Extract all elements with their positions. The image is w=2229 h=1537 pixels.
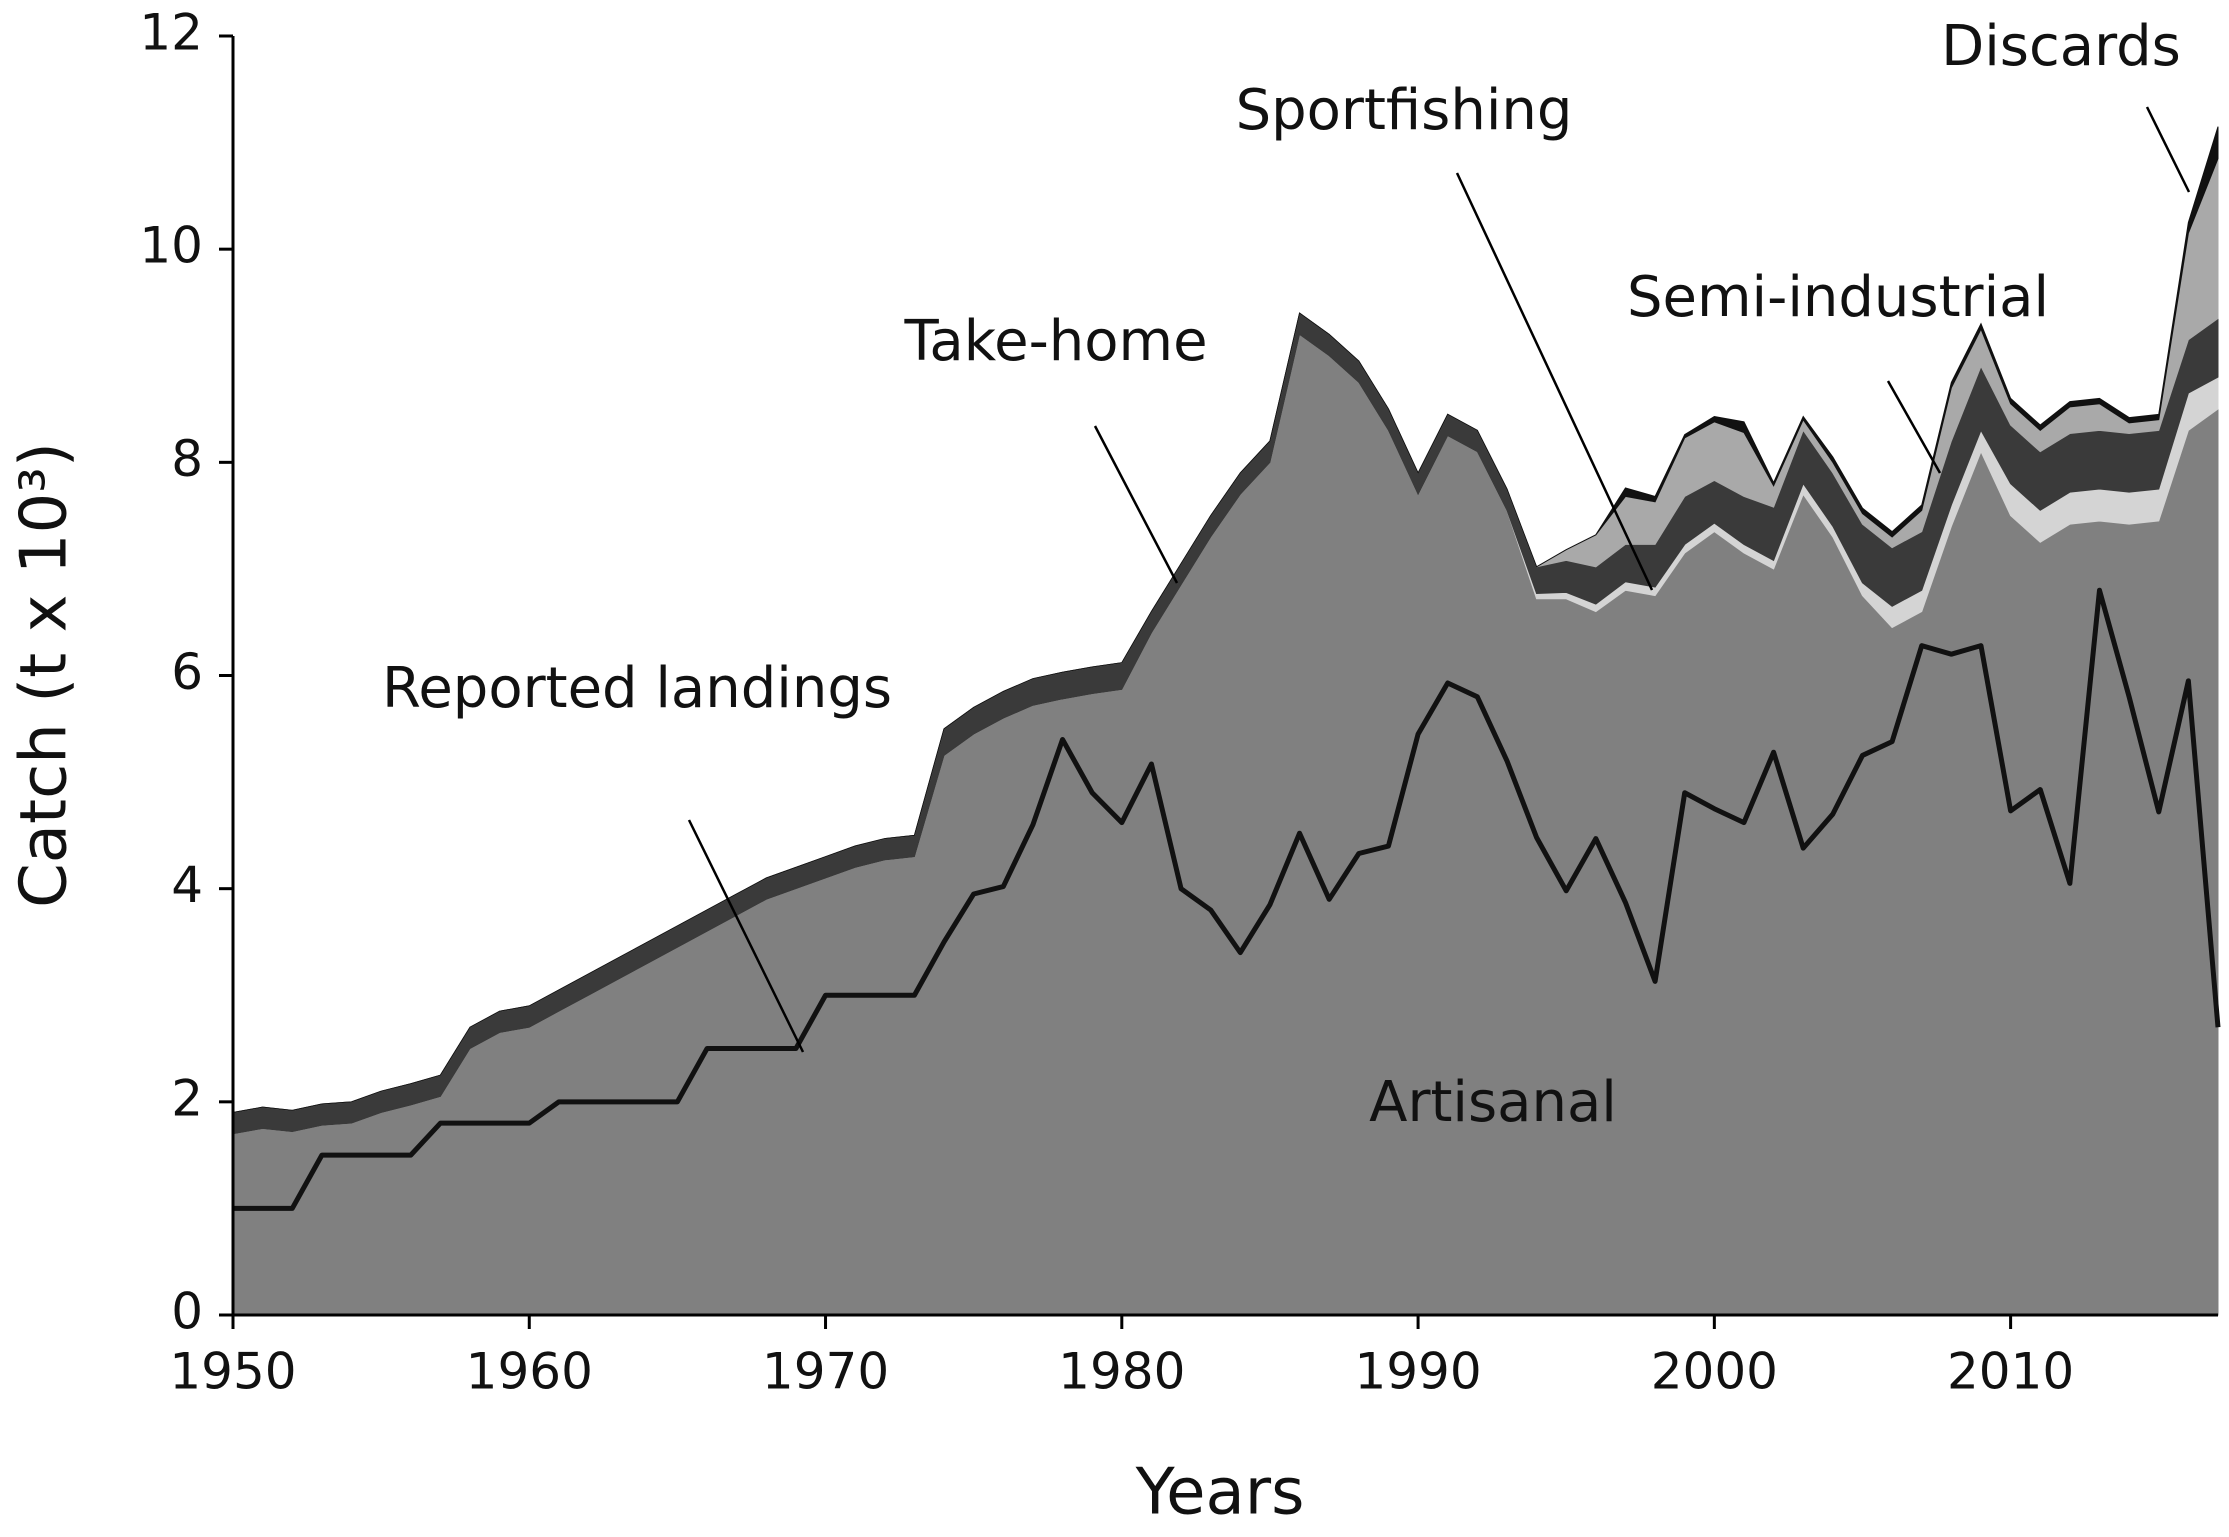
leader-line [687,819,805,1053]
series-label: Sportfishing [1236,78,1573,143]
series-label: Reported landings [382,656,892,721]
y-axis-title: Catch (t x 10³) [8,442,82,908]
y-tick-label: 2 [171,1069,203,1127]
series-label: Artisanal [1369,1070,1617,1135]
y-tick-label: 6 [171,643,203,701]
x-tick-label: 2000 [1651,1343,1778,1401]
x-axis-title: Years [1135,1456,1305,1530]
series-label: Take-home [903,309,1207,374]
x-tick-label: 1960 [466,1343,593,1401]
x-tick-label: 1980 [1058,1343,1185,1401]
x-tick-label: 1990 [1354,1343,1481,1401]
leader-line [2145,106,2191,193]
y-tick-label: 10 [139,217,203,275]
y-tick-label: 8 [171,430,203,488]
leader-line [1093,425,1179,584]
area [232,126,2219,1113]
leader-line [1455,172,1654,591]
y-tick-label: 12 [139,4,203,62]
x-tick-label: 1970 [762,1343,889,1401]
area [232,333,2219,1316]
y-tick-label: 0 [171,1283,203,1341]
series-label: Discards [1941,14,2181,79]
series-label: Semi-industrial [1627,265,2049,330]
x-tick-label: 2010 [1947,1343,2074,1401]
leader-line [1886,380,1942,474]
y-tick-label: 4 [171,856,203,914]
plot-area [232,126,2219,1316]
line [233,587,2221,1211]
x-tick-label: 1950 [169,1343,296,1401]
